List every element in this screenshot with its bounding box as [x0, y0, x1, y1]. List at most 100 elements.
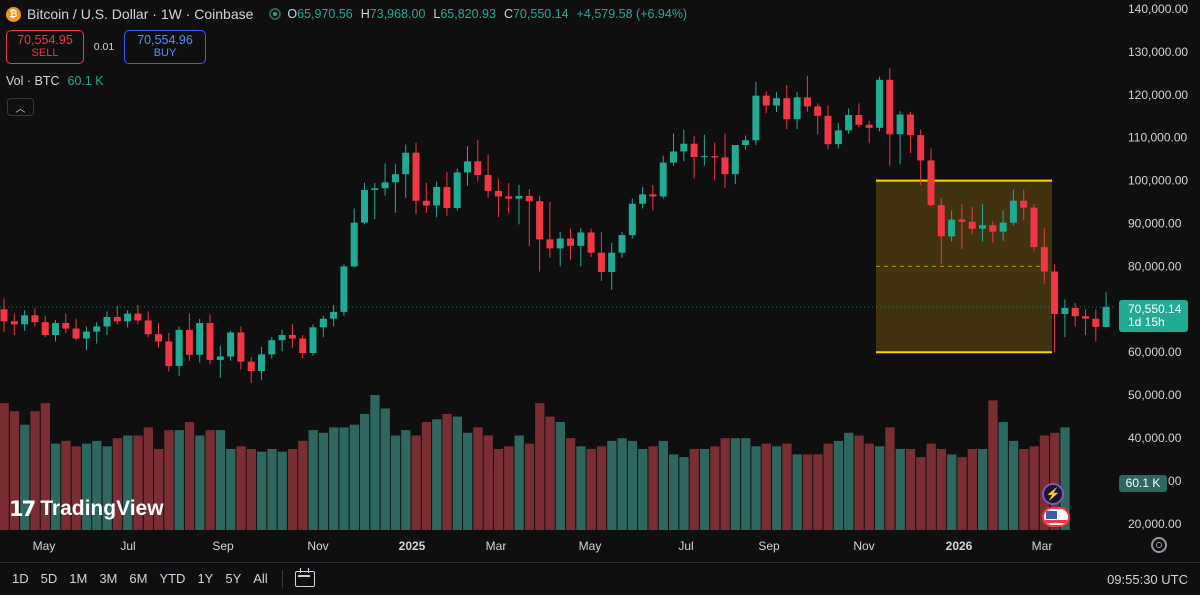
volume-bar	[792, 454, 802, 530]
settings-icon[interactable]	[1151, 537, 1167, 553]
volume-bar	[802, 454, 813, 530]
price-axis[interactable]: 140,000.00 130,000.00 120,000.00 110,000.00…	[1128, 2, 1188, 531]
volume-bar	[596, 446, 607, 530]
range-6m[interactable]: 6M	[129, 571, 148, 586]
candle-body	[330, 311, 338, 319]
candle-body	[278, 335, 286, 341]
candle-body	[1061, 308, 1069, 315]
candle-body	[443, 187, 451, 209]
range-5d[interactable]: 5D	[40, 571, 58, 586]
market-status-icon[interactable]	[269, 8, 282, 20]
rectangle-drawing[interactable]	[0, 179, 1115, 354]
buy-label: BUY	[153, 47, 177, 59]
candle-body	[876, 79, 883, 128]
buy-button[interactable]: 70,554.96 BUY	[124, 30, 206, 64]
volume-bar	[1060, 427, 1070, 530]
candle-body	[412, 152, 420, 201]
candle-body	[680, 143, 688, 152]
price-tick-label: 40,000.00	[1128, 431, 1182, 445]
us-flag-icon[interactable]	[1042, 507, 1070, 527]
symbol-title[interactable]: Bitcoin / U.S. Dollar · 1W · Coinbase	[27, 6, 254, 22]
range-5y[interactable]: 5Y	[225, 571, 242, 586]
time-tick-label: Nov	[307, 539, 328, 553]
volume-bars	[0, 395, 1070, 530]
volume-bar	[576, 446, 586, 530]
volume-bar	[875, 446, 885, 530]
candle-body	[659, 162, 667, 197]
candle-body	[1102, 306, 1110, 327]
volume-bar	[967, 449, 977, 530]
volume-bar	[730, 438, 741, 530]
candle-body	[690, 143, 698, 158]
candle-body	[1051, 271, 1059, 315]
range-1d[interactable]: 1D	[12, 571, 29, 586]
candle-body	[155, 334, 162, 342]
volume-bar	[1029, 446, 1039, 530]
candle-body	[474, 161, 482, 176]
last-price-tag: 70,550.14 1d 15h	[1119, 300, 1188, 332]
price-chart[interactable]: 140,000.00 130,000.00 120,000.00 110,000.00…	[0, 0, 1200, 562]
utc-clock[interactable]: 09:55:30 UTC	[1107, 572, 1188, 587]
symbol-legend: ₿ Bitcoin / U.S. Dollar · 1W · Coinbase …	[6, 5, 687, 23]
volume-bar	[390, 435, 401, 530]
candle-body	[1009, 200, 1017, 223]
goto-date-icon[interactable]	[294, 568, 315, 587]
volume-bar	[81, 443, 92, 530]
range-selector: 1D 5D 1M 3M 6M YTD 1Y 5Y All	[6, 566, 274, 592]
volume-bar	[854, 435, 864, 530]
candle-body	[639, 194, 647, 204]
volume-bar	[607, 440, 617, 530]
range-all[interactable]: All	[253, 571, 268, 586]
sell-label: SELL	[31, 47, 59, 59]
bolt-icon[interactable]: ⚡	[1042, 483, 1064, 505]
volume-legend[interactable]: Vol · BTC 60.1 K	[6, 74, 104, 88]
candle-body	[237, 332, 245, 362]
range-1m[interactable]: 1M	[69, 571, 88, 586]
candle-body	[433, 187, 441, 206]
volume-bar	[833, 440, 844, 530]
candle-body	[41, 322, 49, 336]
volume-bar	[926, 443, 936, 530]
candle-body	[608, 252, 616, 272]
price-tick-label: 130,000.00	[1128, 45, 1188, 59]
candle-body	[422, 200, 430, 206]
time-tick-label: Sep	[212, 539, 234, 553]
time-axis[interactable]: May Jul Sep Nov 2025 Mar May Jul Sep Nov 2026 Mar	[33, 539, 1053, 553]
candle-body	[340, 266, 348, 312]
volume-bar	[102, 446, 112, 530]
tradingview-logo[interactable]: 17 TradingView	[9, 497, 164, 521]
volume-bar	[936, 449, 947, 530]
volume-bar	[844, 432, 854, 530]
candle-body	[700, 156, 708, 158]
candle-body	[618, 235, 626, 253]
low-label: L	[433, 7, 441, 21]
volume-bar	[720, 438, 730, 530]
candle-body	[361, 190, 368, 223]
range-ytd[interactable]: YTD	[159, 571, 186, 586]
volume-bar	[401, 430, 411, 530]
candle-body	[886, 79, 894, 135]
price-tick-label: 80,000.00	[1128, 259, 1182, 273]
open-value: 65,970.56	[297, 7, 353, 21]
volume-bar	[483, 435, 493, 530]
volume-bar	[627, 440, 638, 530]
candle-body	[855, 114, 863, 125]
candle-body	[93, 326, 101, 332]
range-1y[interactable]: 1Y	[197, 571, 214, 586]
volume-bar	[267, 449, 277, 530]
price-tick-label: 90,000.00	[1128, 217, 1182, 231]
volume-bar	[421, 422, 432, 530]
candle-body	[113, 317, 121, 322]
candle-body	[72, 328, 80, 339]
collapse-legend-button[interactable]: ︿	[7, 98, 34, 116]
candle-body	[515, 196, 523, 199]
volume-bar	[123, 435, 133, 530]
sell-button[interactable]: 70,554.95 SELL	[6, 30, 84, 64]
time-tick-label: Sep	[758, 539, 780, 553]
candle-body	[21, 315, 29, 325]
candle-body	[546, 239, 554, 249]
volume-bar	[40, 403, 50, 530]
range-3m[interactable]: 3M	[99, 571, 118, 586]
candle-body	[752, 95, 760, 141]
